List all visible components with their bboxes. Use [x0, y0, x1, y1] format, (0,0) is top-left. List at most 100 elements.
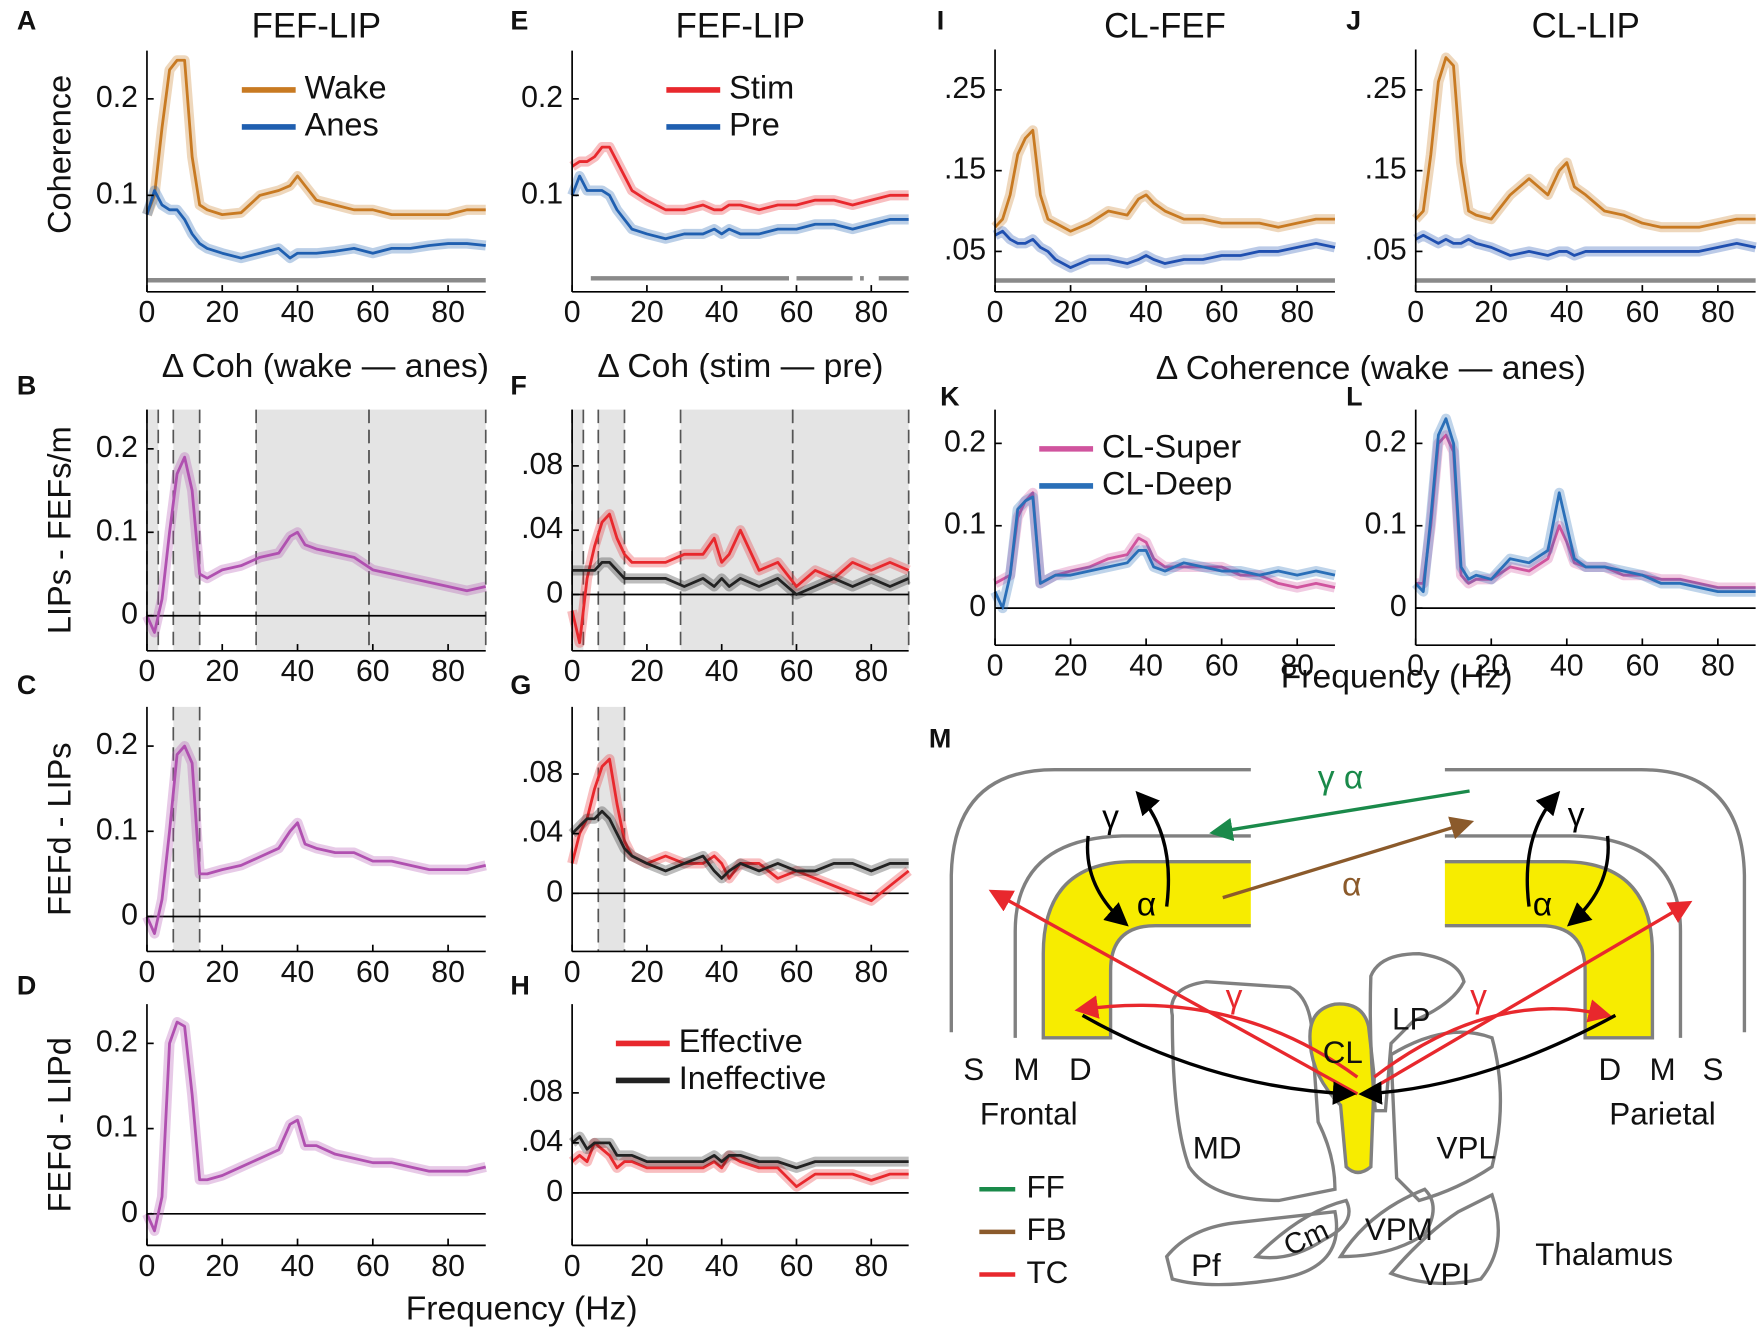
y-tick-label: .04: [521, 1125, 563, 1158]
data-line: [572, 560, 910, 596]
x-tick-label: 60: [356, 655, 390, 688]
y-tick-label: .08: [521, 756, 563, 789]
diagram-shape: [1169, 980, 1337, 1203]
legend-label: FB: [1026, 1212, 1066, 1247]
panel-letter: H: [510, 970, 529, 1000]
data-line: [571, 1141, 909, 1189]
y-tick-label: .04: [521, 512, 563, 545]
x-tick-label: 0: [139, 956, 156, 989]
shaded-range: [792, 409, 909, 651]
panel-title: FEF-LIP: [676, 7, 805, 45]
y-axis-label: Coherence: [41, 75, 77, 234]
panel: 0 20 40 60 80 0 .04 .08 G: [510, 670, 912, 989]
x-tick-label: 60: [1205, 650, 1239, 683]
x-tick-label: 0: [564, 296, 581, 329]
diagram-label: M: [1649, 1052, 1675, 1087]
x-tick-label: 0: [1407, 296, 1424, 329]
diagram-label: Pf: [1191, 1248, 1221, 1283]
panel: 0 20 40 60 80 0 0.1 0.2L: [1346, 381, 1756, 683]
diagram-label: α: [1533, 886, 1552, 923]
y-tick-label: 0.1: [96, 813, 138, 846]
x-tick-label: 0: [1407, 650, 1424, 683]
panel: 0 20 40 60 80 0 0.1 0.2 D FEFd - LIPd: [17, 970, 487, 1283]
diagram-shape: [1308, 1002, 1376, 1175]
shaded-range: [369, 409, 486, 651]
x-tick-label: 20: [1474, 650, 1508, 683]
diagram-shape: [988, 889, 1359, 1096]
x-tick-label: 80: [1280, 650, 1314, 683]
x-tick-label: 40: [705, 296, 739, 329]
x-tick-label: 80: [431, 655, 465, 688]
x-tick-label: 20: [205, 1250, 239, 1283]
y-tick-label: 0.1: [944, 508, 986, 541]
diagram-shape: [1444, 860, 1655, 1040]
diagram-shape: [1252, 1198, 1351, 1260]
section-heading: Frequency (Hz): [1281, 659, 1513, 696]
x-tick-label: 20: [205, 296, 239, 329]
diagram-label: M: [1013, 1052, 1039, 1087]
x-tick-label: 40: [705, 956, 739, 989]
x-tick-label: 40: [1129, 296, 1163, 329]
x-tick-label: 0: [987, 650, 1004, 683]
y-tick-label: .25: [1365, 72, 1407, 105]
x-tick-label: 80: [431, 1250, 465, 1283]
diagram-shape: [1337, 1187, 1435, 1259]
diagram-label: CL: [1323, 1035, 1363, 1070]
x-tick-label: 60: [356, 1250, 390, 1283]
panel: 0 20 40 60 80 .05 .15 .25 J CL-LIP: [1346, 6, 1757, 329]
shaded-range: [146, 409, 159, 651]
y-tick-label: 0: [121, 899, 138, 932]
x-tick-label: 20: [1474, 296, 1508, 329]
y-tick-label: .05: [944, 233, 986, 266]
diagram-label: S: [963, 1052, 984, 1087]
data-line: [570, 757, 910, 903]
diagram-shape: [949, 768, 1251, 1033]
diagram-label: S: [1703, 1052, 1724, 1087]
diagram-shape: [1566, 835, 1610, 927]
diagram-label: D: [1069, 1052, 1092, 1087]
y-tick-label: 0.1: [96, 1111, 138, 1144]
x-tick-label: 0: [564, 956, 581, 989]
x-tick-label: 20: [205, 956, 239, 989]
section-heading: Δ Coh (wake — anes): [162, 348, 489, 385]
y-tick-label: .04: [521, 816, 563, 849]
y-tick-label: 0.2: [1365, 425, 1407, 458]
diagram-label: α: [1137, 886, 1156, 923]
panel-letter: J: [1346, 6, 1361, 36]
diagram-label: γ: [1102, 799, 1119, 836]
panel-letter: M: [929, 724, 951, 754]
panel-letter: K: [940, 381, 960, 411]
data-line: [145, 1020, 487, 1233]
y-tick-label: 0: [121, 1196, 138, 1229]
y-tick-label: 0.1: [96, 514, 138, 547]
data-line: [571, 145, 909, 212]
diagram-shape: [1362, 900, 1693, 1096]
diagram-label: Frontal: [980, 1097, 1078, 1132]
diagram-shape: [1222, 816, 1475, 900]
x-tick-label: 60: [1625, 296, 1659, 329]
diagram-shape: [1074, 995, 1359, 1079]
y-tick-label: .15: [944, 153, 986, 186]
legend-label: CL-Super: [1102, 428, 1241, 464]
x-tick-label: 80: [1701, 650, 1735, 683]
legend-label: Wake: [305, 69, 387, 105]
x-tick-label: 40: [281, 296, 315, 329]
legend-label: Pre: [729, 107, 780, 143]
diagram-label: Parietal: [1609, 1097, 1716, 1132]
x-tick-label: 60: [356, 296, 390, 329]
panel-letter: L: [1346, 381, 1362, 411]
x-tick-label: 0: [139, 655, 156, 688]
x-tick-label: 60: [356, 956, 390, 989]
section-heading: Δ Coh (stim — pre): [597, 348, 883, 385]
diagram-label: Thalamus: [1535, 1237, 1673, 1272]
y-tick-label: 0.2: [521, 81, 563, 114]
panel-letter: E: [510, 6, 528, 36]
diagram-shape: [1164, 1209, 1339, 1287]
data-line: [571, 809, 909, 880]
x-tick-label: 60: [780, 1250, 814, 1283]
panel-title: FEF-LIP: [252, 7, 381, 45]
diagram-shape: [1081, 1013, 1357, 1105]
diagram-label: LP: [1392, 1001, 1430, 1036]
data-line: [145, 189, 486, 260]
